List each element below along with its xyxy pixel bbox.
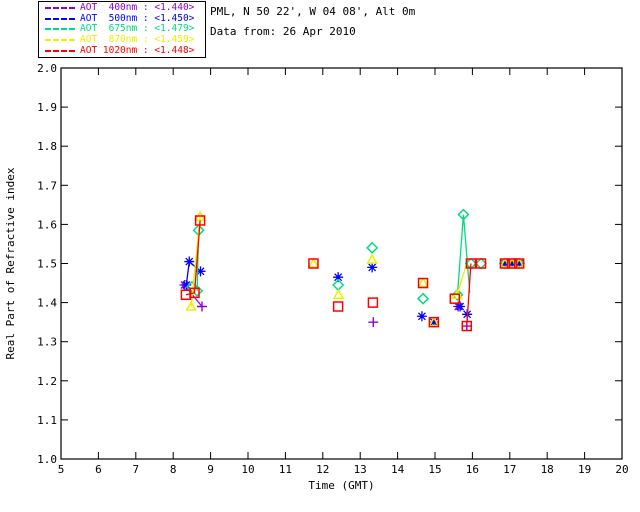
y-tick-label: 1.2 [37, 375, 57, 388]
legend-box: AOT 400nm : <1.440> AOT 500nm : <1.450> … [38, 1, 206, 58]
y-tick-label: 1.5 [37, 258, 57, 271]
legend-dash-500nm [45, 17, 75, 20]
data-series-aot-400nm [179, 258, 525, 332]
x-tick-label: 15 [428, 463, 441, 476]
plot-frame [60, 67, 623, 460]
y-axis-title: Real Part of Refractive index [4, 167, 17, 359]
x-axis-ticks: 5 6 7 8 9 10 11 12 13 14 15 16 17 18 19 20 [58, 68, 629, 476]
y-axis-ticks: 1.0 1.1 1.2 1.3 1.4 1.5 1.6 1.7 1.8 1.9 2.0 [37, 62, 622, 466]
y-tick-label: 1.8 [37, 140, 57, 153]
x-tick-label: 13 [354, 463, 367, 476]
legend-dash-1020nm [45, 49, 75, 52]
x-tick-label: 10 [241, 463, 254, 476]
legend-item-675nm: AOT 675nm : <1.479> [45, 24, 205, 34]
data-series-aot-870nm [185, 210, 525, 327]
data-date-text: Data from: 26 Apr 2010 [210, 25, 356, 38]
x-tick-label: 12 [316, 463, 329, 476]
x-tick-label: 19 [578, 463, 591, 476]
legend-label-675nm: AOT 675nm : <1.479> [80, 23, 195, 35]
x-tick-label: 18 [541, 463, 554, 476]
legend-dash-870nm [45, 39, 75, 42]
x-axis-title: Time (GMT) [308, 479, 374, 492]
y-tick-label: 1.6 [37, 218, 57, 231]
legend-item-400nm: AOT 400nm : <1.440> [45, 3, 205, 13]
site-location-text: PML, N 50 22', W 04 08', Alt 0m [210, 5, 416, 18]
legend-item-870nm: AOT 870nm : <1.459> [45, 35, 205, 45]
x-tick-label: 5 [58, 463, 65, 476]
series-line [185, 220, 201, 296]
legend-item-500nm: AOT 500nm : <1.450> [45, 12, 205, 24]
y-tick-label: 2.0 [37, 62, 57, 75]
x-tick-label: 9 [207, 463, 214, 476]
x-tick-label: 14 [391, 463, 405, 476]
legend-label-400nm: AOT 400nm : <1.440> [80, 2, 195, 14]
x-tick-label: 17 [503, 463, 516, 476]
y-tick-label: 1.1 [37, 414, 57, 427]
x-tick-label: 16 [466, 463, 479, 476]
legend-label-1020nm: AOT 1020nm : <1.448> [80, 44, 195, 56]
legend-label-870nm: AOT 870nm : <1.459> [80, 34, 195, 46]
series-line [466, 263, 472, 327]
y-tick-label: 1.4 [37, 297, 57, 310]
x-tick-label: 11 [279, 463, 292, 476]
y-tick-label: 1.3 [37, 336, 57, 349]
x-tick-label: 20 [615, 463, 628, 476]
x-tick-label: 6 [95, 463, 102, 476]
legend-dash-675nm [45, 28, 75, 31]
x-tick-label: 8 [170, 463, 177, 476]
y-tick-label: 1.0 [37, 453, 57, 466]
data-series-aot-1020nm [180, 215, 525, 332]
legend-item-1020nm: AOT 1020nm : <1.448> [45, 44, 205, 56]
x-tick-label: 7 [132, 463, 139, 476]
y-tick-label: 1.7 [37, 179, 57, 192]
series-line [456, 214, 471, 295]
series-line [456, 263, 468, 295]
legend-dash-400nm [45, 7, 75, 10]
data-series-aot-675nm [185, 208, 526, 305]
legend-label-500nm: AOT 500nm : <1.450> [80, 12, 195, 24]
y-tick-label: 1.9 [37, 101, 57, 114]
